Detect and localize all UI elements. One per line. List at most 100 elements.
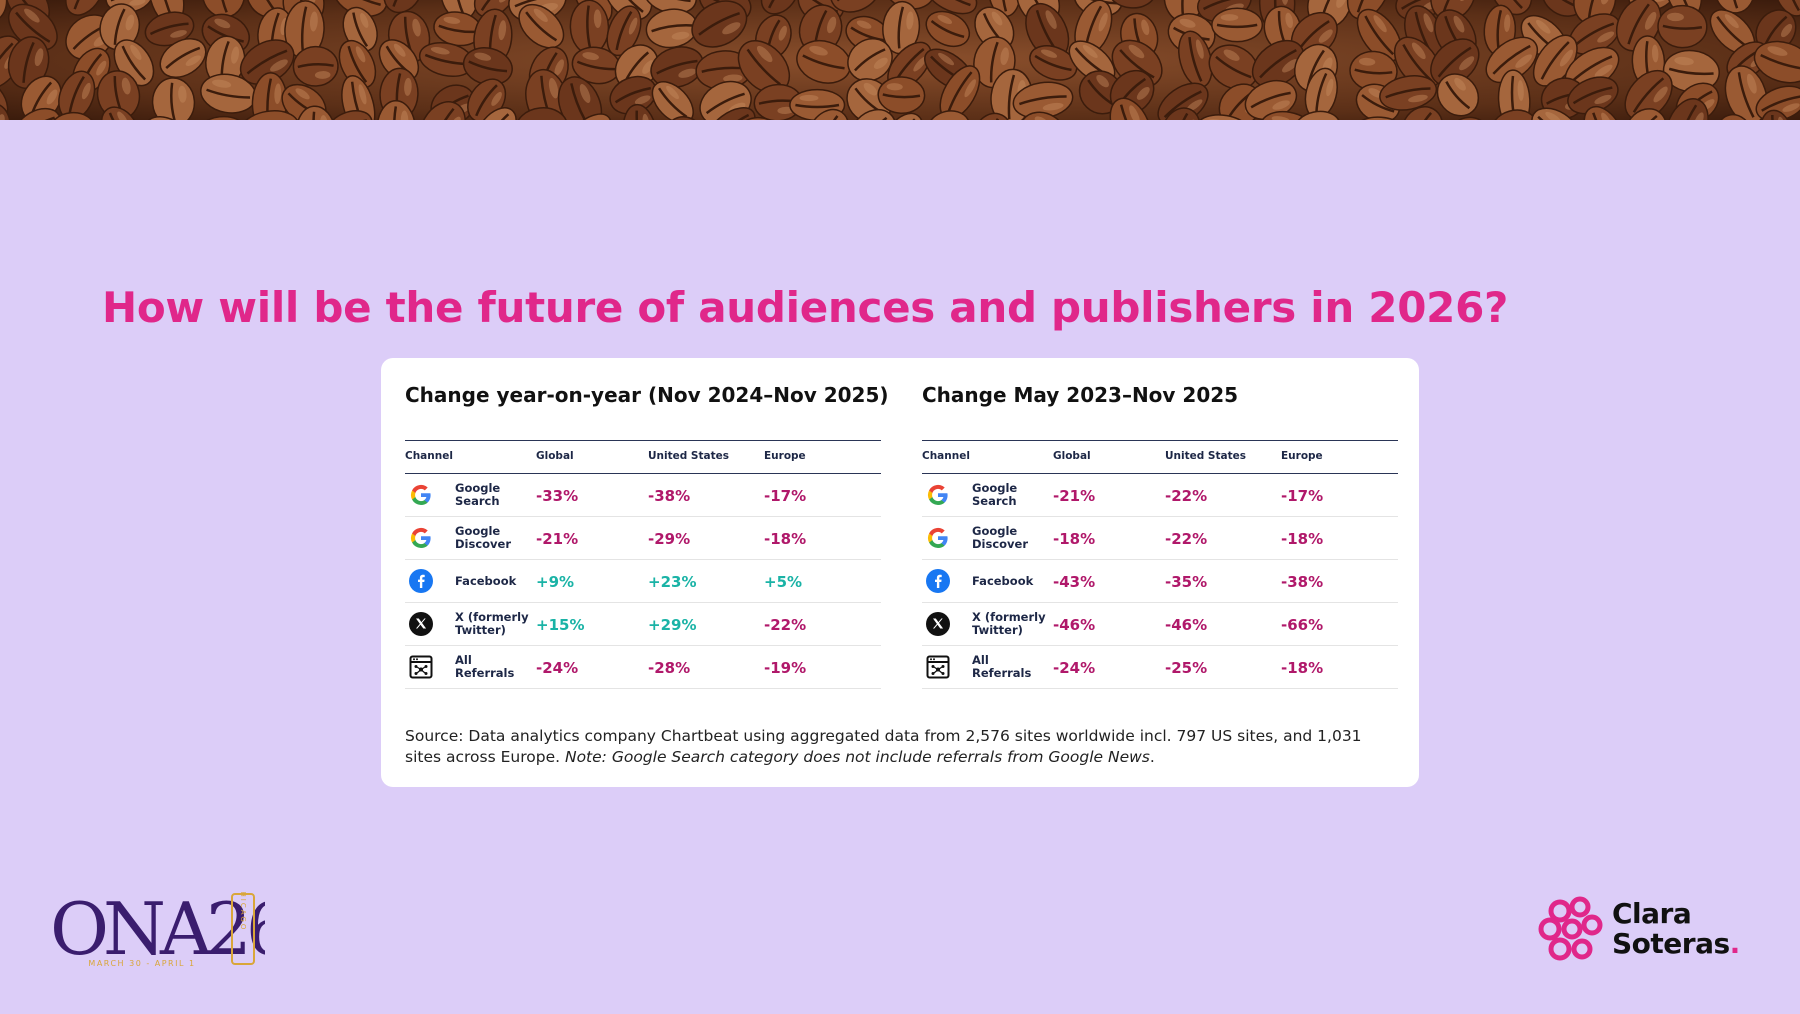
value-europe: -22% (764, 616, 807, 634)
value-europe: -17% (764, 487, 807, 505)
channel-label-line1: Google (455, 481, 501, 495)
clara-soteras-logo: Clara Soteras. (1538, 893, 1758, 965)
value-us: -29% (648, 530, 691, 548)
google-icon (409, 483, 433, 507)
table-header: Channel Global United States Europe (922, 440, 1398, 474)
channel-label: X (formerly Twitter) (972, 603, 1052, 645)
channel-label: X (formerly Twitter) (455, 603, 535, 645)
header-global: Global (1053, 450, 1091, 462)
channel-label-line1: Google (455, 524, 501, 538)
facebook-icon (926, 569, 950, 593)
channel-label-line1: All Referrals (972, 653, 1032, 680)
value-us: -35% (1165, 573, 1208, 591)
value-global: +15% (536, 616, 585, 634)
table-row: Google Search -21% -22% -17% (922, 474, 1398, 517)
value-global: -24% (536, 659, 579, 677)
facebook-icon (409, 569, 433, 593)
value-us: -46% (1165, 616, 1208, 634)
panel-title: Change year-on-year (Nov 2024–Nov 2025) (405, 383, 889, 407)
ona-dates: MARCH 30 - APRIL 1 (88, 959, 195, 968)
x-icon (409, 612, 433, 636)
channel-label: Google Discover (455, 517, 535, 559)
value-europe: -38% (1281, 573, 1324, 591)
value-us: -22% (1165, 530, 1208, 548)
clara-last-name: Soteras (1612, 927, 1730, 960)
table-header: Channel Global United States Europe (405, 440, 881, 474)
channel-label-line1: Google (972, 481, 1018, 495)
channel-label-line2: Discover (972, 537, 1029, 551)
value-global: -18% (1053, 530, 1096, 548)
value-europe: -18% (764, 530, 807, 548)
value-us: -38% (648, 487, 691, 505)
panel-yoy: Change year-on-year (Nov 2024–Nov 2025) C… (405, 378, 889, 689)
value-us: -22% (1165, 487, 1208, 505)
clara-wordmark: Clara Soteras. (1612, 899, 1740, 959)
source-note-italic: Note: Google Search category does not in… (564, 748, 1150, 766)
value-global: -46% (1053, 616, 1096, 634)
channel-label: Google Discover (972, 517, 1052, 559)
value-global: +9% (536, 573, 575, 591)
google-icon (926, 483, 950, 507)
channel-label-line2: Discover (455, 537, 512, 551)
channel-label-line2: Search (455, 494, 500, 508)
value-europe: -18% (1281, 659, 1324, 677)
data-card: Change year-on-year (Nov 2024–Nov 2025) C… (381, 358, 1419, 787)
header-europe: Europe (764, 450, 806, 462)
channel-label-line2: Twitter) (972, 623, 1023, 637)
value-europe: -18% (1281, 530, 1324, 548)
table-row: Google Discover -18% -22% -18% (922, 517, 1398, 560)
channel-label-line1: X (formerly (972, 610, 1046, 624)
page-title: How will be the future of audiences and … (102, 283, 1509, 332)
clara-flower-icon (1538, 896, 1603, 961)
header-channel: Channel (922, 450, 970, 462)
table-row: Google Search -33% -38% -17% (405, 474, 881, 517)
table-row: Facebook -43% -35% -38% (922, 560, 1398, 603)
ona-city: CHICAGO (239, 890, 247, 931)
header-europe: Europe (1281, 450, 1323, 462)
coffee-beans-image (0, 0, 1800, 120)
google-icon (926, 526, 950, 550)
value-europe: +5% (764, 573, 803, 591)
channel-label-line2: Twitter) (455, 623, 506, 637)
header-us: United States (1165, 450, 1246, 462)
clara-dot: . (1729, 927, 1741, 960)
channel-label-line1: Google (972, 524, 1018, 538)
channel-label-line1: X (formerly (455, 610, 529, 624)
channel-label: Facebook (455, 560, 535, 602)
google-icon (409, 526, 433, 550)
ona26-logo: ONA26 CHICAGO MARCH 30 - APRIL 1 (50, 885, 294, 971)
table-row: Facebook +9% +23% +5% (405, 560, 881, 603)
channel-label-line1: All Referrals (455, 653, 515, 680)
value-us: +23% (648, 573, 697, 591)
value-global: -43% (1053, 573, 1096, 591)
header-channel: Channel (405, 450, 453, 462)
source-period: . (1149, 748, 1155, 766)
value-us: -25% (1165, 659, 1208, 677)
channel-label-line1: Facebook (455, 573, 517, 588)
value-global: -33% (536, 487, 579, 505)
table-row: X (formerly Twitter) -46% -46% -66% (922, 603, 1398, 646)
channel-label: All Referrals (455, 646, 535, 688)
channel-label-line1: Facebook (972, 573, 1034, 588)
channel-label-line2: Search (972, 494, 1017, 508)
channel-label: Google Search (455, 474, 535, 516)
panel-title: Change May 2023–Nov 2025 (922, 383, 1239, 407)
table-row: All Referrals -24% -28% -19% (405, 646, 881, 689)
table-row: X (formerly Twitter) +15% +29% -22% (405, 603, 881, 646)
channel-label: Google Search (972, 474, 1052, 516)
channel-label: All Referrals (972, 646, 1052, 688)
header-us: United States (648, 450, 729, 462)
value-europe: -17% (1281, 487, 1324, 505)
value-us: -28% (648, 659, 691, 677)
value-global: -21% (1053, 487, 1096, 505)
x-icon (926, 612, 950, 636)
referrals-icon (409, 655, 433, 679)
table-row: Google Discover -21% -29% -18% (405, 517, 881, 560)
panel-since-2023: Change May 2023–Nov 2025 Channel Global Uni… (922, 378, 1398, 689)
value-global: -24% (1053, 659, 1096, 677)
source-note: Source: Data analytics company Chartbeat… (405, 726, 1395, 768)
table-row: All Referrals -24% -25% -18% (922, 646, 1398, 689)
clara-first-name: Clara (1612, 897, 1692, 930)
value-europe: -66% (1281, 616, 1324, 634)
referrals-icon (926, 655, 950, 679)
